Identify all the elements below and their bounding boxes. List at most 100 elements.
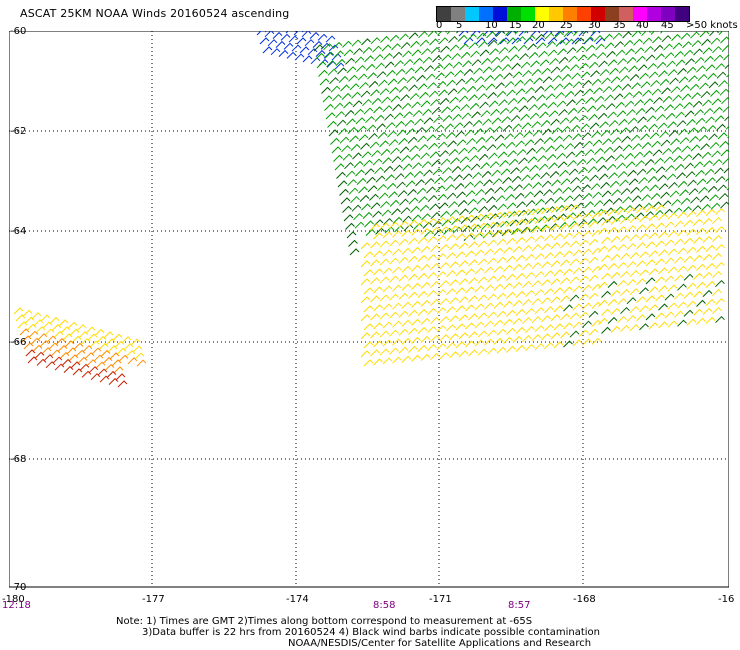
wind-barb bbox=[718, 192, 729, 201]
note-line-1: Note: 1) Times are GMT 2)Times along bot… bbox=[116, 616, 533, 627]
wind-barb bbox=[465, 286, 475, 294]
wind-barb bbox=[379, 330, 390, 338]
wind-barb bbox=[696, 227, 706, 235]
wind-barb bbox=[620, 234, 630, 243]
wind-barb bbox=[525, 199, 536, 208]
wind-barb bbox=[111, 359, 122, 367]
wind-barb bbox=[394, 60, 404, 68]
wind-barb bbox=[353, 160, 364, 168]
wind-barb bbox=[712, 252, 722, 261]
wind-barb bbox=[588, 113, 598, 121]
wind-barb bbox=[492, 65, 502, 73]
wind-barb bbox=[493, 319, 504, 327]
wind-barb bbox=[608, 172, 618, 180]
wind-barb bbox=[626, 109, 636, 117]
wind-barb bbox=[430, 244, 440, 253]
wind-barb bbox=[408, 291, 418, 299]
wind-barb bbox=[373, 340, 383, 348]
wind-barb bbox=[345, 57, 355, 65]
wind-barb bbox=[704, 55, 714, 63]
wind-barb bbox=[605, 155, 615, 163]
wind-barb bbox=[636, 224, 646, 232]
wind-barb bbox=[698, 186, 708, 194]
wind-barb bbox=[677, 180, 688, 188]
wind-barb bbox=[398, 256, 409, 264]
wind-barb bbox=[484, 320, 494, 328]
wind-barb bbox=[713, 54, 724, 62]
wind-barb bbox=[566, 47, 577, 55]
wind-barb bbox=[544, 342, 554, 350]
wind-barb bbox=[515, 308, 526, 316]
wind-barb bbox=[487, 257, 497, 265]
wind-barb bbox=[373, 54, 384, 62]
wind-barb bbox=[565, 151, 576, 159]
wind-barb bbox=[406, 75, 417, 84]
wind-barb bbox=[568, 55, 578, 63]
wind-barb bbox=[684, 162, 694, 170]
wind-barb bbox=[722, 105, 729, 113]
wind-barb bbox=[686, 210, 697, 218]
wind-barb bbox=[680, 32, 691, 40]
wind-barb bbox=[553, 251, 564, 259]
wind-barb bbox=[398, 310, 409, 318]
wind-barb bbox=[465, 190, 476, 198]
wind-barb bbox=[61, 358, 72, 366]
wind-barb bbox=[572, 285, 583, 293]
wind-barb bbox=[423, 117, 434, 125]
wind-barb bbox=[345, 170, 356, 178]
wind-barb bbox=[360, 142, 370, 150]
wind-barb bbox=[572, 81, 583, 89]
wind-barb bbox=[650, 31, 661, 35]
wind-barb bbox=[695, 169, 705, 177]
wind-barb bbox=[262, 46, 273, 54]
wind-barb bbox=[702, 271, 713, 279]
wind-barb bbox=[518, 157, 528, 165]
wind-barb bbox=[438, 202, 449, 210]
wind-barb bbox=[93, 354, 104, 362]
wind-barb bbox=[36, 358, 47, 366]
note-line-3: NOAA/NESDIS/Center for Satellite Applica… bbox=[288, 638, 592, 649]
colorbar-label: 30 bbox=[588, 20, 601, 31]
wind-barb bbox=[573, 141, 584, 149]
wind-barb bbox=[451, 52, 461, 61]
wind-barb bbox=[549, 57, 559, 66]
wind-barb bbox=[582, 212, 592, 220]
wind-barb bbox=[655, 204, 665, 212]
wind-barb bbox=[693, 161, 704, 169]
wind-barb bbox=[423, 169, 433, 177]
wind-barb bbox=[577, 54, 588, 62]
wind-barb bbox=[721, 97, 729, 105]
wind-barb bbox=[587, 218, 597, 226]
wind-barb bbox=[535, 146, 546, 154]
wind-barb bbox=[603, 146, 614, 154]
wind-barb bbox=[352, 100, 363, 108]
wind-barb bbox=[699, 195, 710, 203]
wind-barb bbox=[559, 37, 570, 45]
wind-barb bbox=[701, 151, 712, 159]
wind-barb bbox=[488, 152, 498, 160]
wind-barb bbox=[309, 31, 320, 39]
wind-barb bbox=[323, 43, 333, 51]
wind-barb bbox=[417, 254, 428, 262]
wind-barb bbox=[620, 270, 630, 279]
wind-barb bbox=[496, 292, 507, 300]
wind-barb bbox=[667, 212, 678, 220]
wind-barb bbox=[640, 81, 651, 89]
wind-barb bbox=[465, 232, 475, 240]
wind-barb bbox=[648, 250, 659, 258]
colorbar-label: 15 bbox=[509, 20, 522, 31]
wind-barb bbox=[408, 327, 418, 335]
wind-barb bbox=[681, 93, 692, 101]
wind-barb bbox=[419, 39, 430, 47]
wind-barb bbox=[422, 108, 432, 116]
wind-barb bbox=[630, 186, 640, 194]
wind-barb bbox=[458, 224, 469, 232]
wind-barb bbox=[696, 317, 706, 325]
wind-barb bbox=[538, 50, 548, 58]
wind-barb bbox=[645, 54, 656, 62]
wind-barb bbox=[427, 307, 437, 316]
wind-barb bbox=[460, 216, 471, 224]
wind-barb bbox=[285, 31, 289, 34]
wind-barb bbox=[468, 207, 479, 215]
colorbar-label: 25 bbox=[560, 20, 573, 31]
